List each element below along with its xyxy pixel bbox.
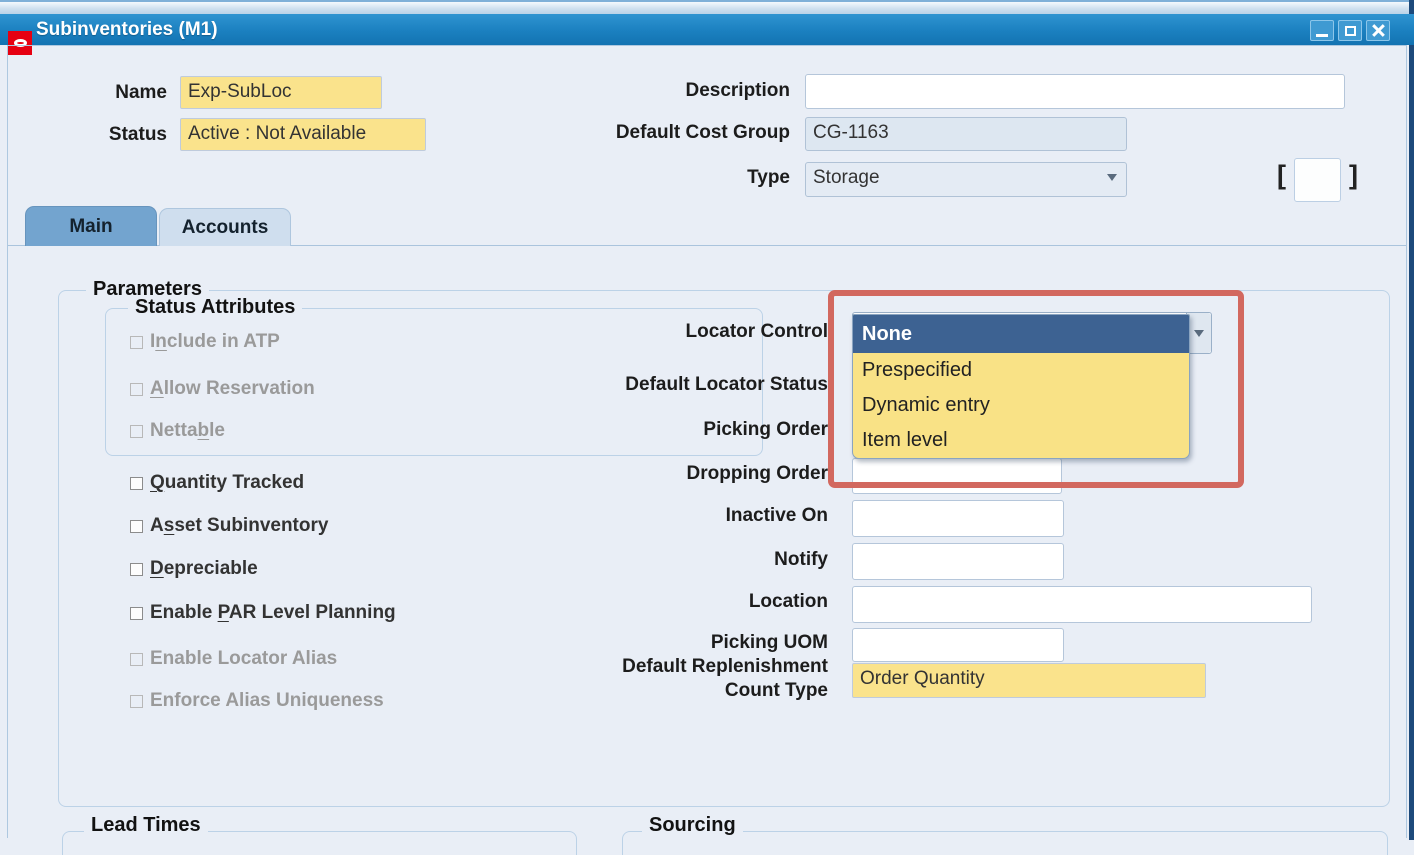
checkbox-icon xyxy=(130,607,143,620)
checkbox-label: Enable PAR Level Planning xyxy=(150,602,396,624)
checkbox-include-in-atp[interactable]: Include in ATP xyxy=(130,329,280,355)
checkbox-label: Enforce Alias Uniqueness xyxy=(150,690,384,712)
dropdown-option-dynamic-entry[interactable]: Dynamic entry xyxy=(853,388,1189,423)
checkbox-icon xyxy=(130,425,143,438)
chevron-down-icon xyxy=(1107,174,1117,181)
name-label: Name xyxy=(55,82,167,104)
maximize-icon xyxy=(1345,26,1356,36)
checkbox-enforce-alias-uniqueness[interactable]: Enforce Alias Uniqueness xyxy=(130,688,384,714)
locator-control-label: Locator Control xyxy=(500,321,828,343)
picking-uom-label: Picking UOM xyxy=(500,632,828,654)
locator-control-options-list: None Prespecified Dynamic entry Item lev… xyxy=(852,314,1190,459)
default-replenishment-label-line1: Default Replenishment xyxy=(480,656,828,678)
picking-uom-field[interactable] xyxy=(852,628,1064,662)
checkbox-icon xyxy=(130,520,143,533)
oracle-ring-shape xyxy=(14,39,27,47)
dropping-order-label: Dropping Order xyxy=(500,463,828,485)
type-value: Storage xyxy=(813,167,880,188)
chevron-down-icon xyxy=(1194,330,1204,337)
window-title: Subinventories (M1) xyxy=(36,19,218,41)
default-locator-status-label: Default Locator Status xyxy=(480,374,828,396)
checkbox-label: Include in ATP xyxy=(150,331,280,353)
lead-times-legend: Lead Times xyxy=(84,814,208,837)
tab-main[interactable]: Main xyxy=(25,206,157,246)
description-field[interactable] xyxy=(805,74,1345,109)
checkbox-enable-par-level-planning[interactable]: Enable PAR Level Planning xyxy=(130,600,396,626)
flexfield-close-bracket: ] xyxy=(1349,160,1358,191)
checkbox-label: Nettable xyxy=(150,420,225,442)
checkbox-nettable[interactable]: Nettable xyxy=(130,418,225,444)
notify-field[interactable] xyxy=(852,543,1064,580)
picking-order-label: Picking Order xyxy=(500,419,828,441)
flexfield-open-bracket: [ xyxy=(1277,160,1286,191)
status-label: Status xyxy=(55,124,167,146)
type-dropdown[interactable]: Storage xyxy=(805,162,1127,197)
close-button[interactable] xyxy=(1366,20,1390,41)
checkbox-icon xyxy=(130,383,143,396)
tab-accounts[interactable]: Accounts xyxy=(159,208,291,246)
dropdown-option-prespecified[interactable]: Prespecified xyxy=(853,353,1189,388)
status-attributes-legend: Status Attributes xyxy=(128,296,302,319)
checkbox-depreciable[interactable]: Depreciable xyxy=(130,556,258,582)
checkbox-icon xyxy=(130,563,143,576)
maximize-button[interactable] xyxy=(1338,20,1362,41)
checkbox-label: Depreciable xyxy=(150,558,258,580)
default-replenishment-label-line2: Count Type xyxy=(480,680,828,702)
checkbox-quantity-tracked[interactable]: Quantity Tracked xyxy=(130,470,304,496)
location-label: Location xyxy=(500,591,828,613)
checkbox-icon xyxy=(130,477,143,490)
checkbox-label: Enable Locator Alias xyxy=(150,648,337,670)
oracle-logo-icon xyxy=(8,31,32,55)
type-label: Type xyxy=(540,167,790,189)
checkbox-enable-locator-alias[interactable]: Enable Locator Alias xyxy=(130,646,337,672)
checkbox-allow-reservation[interactable]: Allow Reservation xyxy=(130,376,315,402)
checkbox-label: Asset Subinventory xyxy=(150,515,328,537)
minimize-button[interactable] xyxy=(1310,20,1334,41)
dropdown-option-none[interactable]: None xyxy=(853,315,1189,353)
checkbox-label: Allow Reservation xyxy=(150,378,315,400)
checkbox-icon xyxy=(130,336,143,349)
name-field[interactable]: Exp-SubLoc xyxy=(180,76,382,109)
location-field[interactable] xyxy=(852,586,1312,623)
default-cost-group-field[interactable]: CG-1163 xyxy=(805,117,1127,151)
flexfield-box[interactable] xyxy=(1294,158,1341,202)
window-right-edge xyxy=(1409,0,1414,840)
description-label: Description xyxy=(555,80,790,102)
inactive-on-label: Inactive On xyxy=(500,505,828,527)
window-top-edge xyxy=(0,0,1414,14)
close-icon xyxy=(1372,24,1385,37)
dropdown-option-item-level[interactable]: Item level xyxy=(853,423,1189,458)
dropping-order-field[interactable] xyxy=(852,458,1062,494)
checkbox-label: Quantity Tracked xyxy=(150,472,304,494)
title-bar: Subinventories (M1) xyxy=(0,14,1414,45)
minimize-icon xyxy=(1316,34,1328,37)
checkbox-asset-subinventory[interactable]: Asset Subinventory xyxy=(130,513,328,539)
notify-label: Notify xyxy=(500,549,828,571)
sourcing-legend: Sourcing xyxy=(642,814,743,837)
checkbox-icon xyxy=(130,695,143,708)
inactive-on-field[interactable] xyxy=(852,500,1064,537)
default-cost-group-label: Default Cost Group xyxy=(540,122,790,144)
checkbox-icon xyxy=(130,653,143,666)
status-field[interactable]: Active : Not Available xyxy=(180,118,426,151)
replenishment-count-type-field[interactable]: Order Quantity xyxy=(852,663,1206,698)
